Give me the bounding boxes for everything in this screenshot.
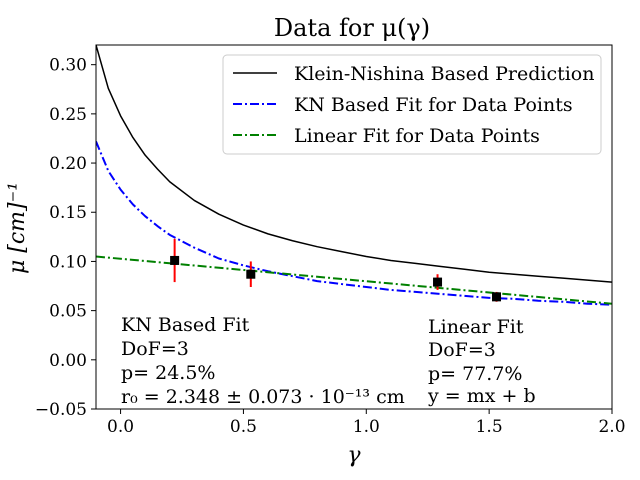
legend-label-kn-prediction: Klein-Nishina Based Prediction: [294, 63, 594, 85]
y-tick-label: −0.05: [35, 400, 87, 420]
x-tick-label: 2.0: [598, 417, 625, 437]
y-tick-label: 0.30: [49, 56, 87, 76]
annotation-line: r₀ = 2.348 ± 0.073 · 10⁻¹³ cm: [121, 386, 405, 408]
y-tick-label: 0.20: [49, 154, 87, 174]
legend-box: [222, 54, 602, 155]
kn-fit-line: [96, 141, 612, 306]
y-axis-label: μ [cm]⁻¹: [5, 182, 30, 274]
x-tick-label: 0.5: [230, 417, 257, 437]
x-tick-label: 1.0: [353, 417, 380, 437]
annotation-linear-fit: Linear Fit DoF=3 p= 77.7% y = mx + b: [427, 316, 536, 407]
annotation-line: DoF=3: [121, 338, 189, 360]
annotation-line: Linear Fit: [428, 316, 524, 338]
linear-fit-line: [96, 255, 612, 305]
data-points-layer: [170, 238, 502, 302]
y-tick-label: 0.15: [49, 203, 87, 223]
y-tick-label: 0.25: [49, 105, 87, 125]
x-axis-label: γ: [347, 443, 361, 468]
y-tick-label: 0.10: [49, 252, 87, 272]
legend-label-linear-fit: Linear Fit for Data Points: [294, 125, 540, 147]
annotation-line: y = mx + b: [427, 385, 536, 407]
data-point-marker: [246, 269, 256, 279]
x-axis: 0.0 0.5 1.0 1.5 2.0: [107, 409, 626, 437]
x-tick-label: 0.0: [107, 417, 134, 437]
annotation-line: DoF=3: [428, 339, 496, 361]
annotation-line: p= 24.5%: [121, 362, 215, 384]
data-point-marker: [492, 292, 502, 302]
annotation-line: p= 77.7%: [428, 363, 522, 385]
data-point-marker: [170, 255, 180, 265]
y-tick-label: 0.00: [49, 351, 87, 371]
y-axis: −0.05 0.00 0.05 0.10 0.15 0.20 0.25 0.30: [35, 56, 96, 420]
plot-frame: [95, 44, 613, 410]
legend-label-kn-fit: KN Based Fit for Data Points: [294, 94, 573, 116]
kn-prediction-line: [96, 45, 612, 283]
annotation-line: KN Based Fit: [121, 314, 250, 336]
chart-title: Data for μ(γ): [274, 14, 430, 42]
series-layer: [96, 45, 612, 306]
x-tick-label: 1.5: [476, 417, 503, 437]
y-tick-label: 0.05: [49, 302, 87, 322]
legend: Klein-Nishina Based Prediction KN Based …: [222, 54, 602, 155]
data-point-marker: [433, 277, 443, 287]
annotation-kn-fit: KN Based Fit DoF=3 p= 24.5% r₀ = 2.348 ±…: [121, 314, 405, 408]
